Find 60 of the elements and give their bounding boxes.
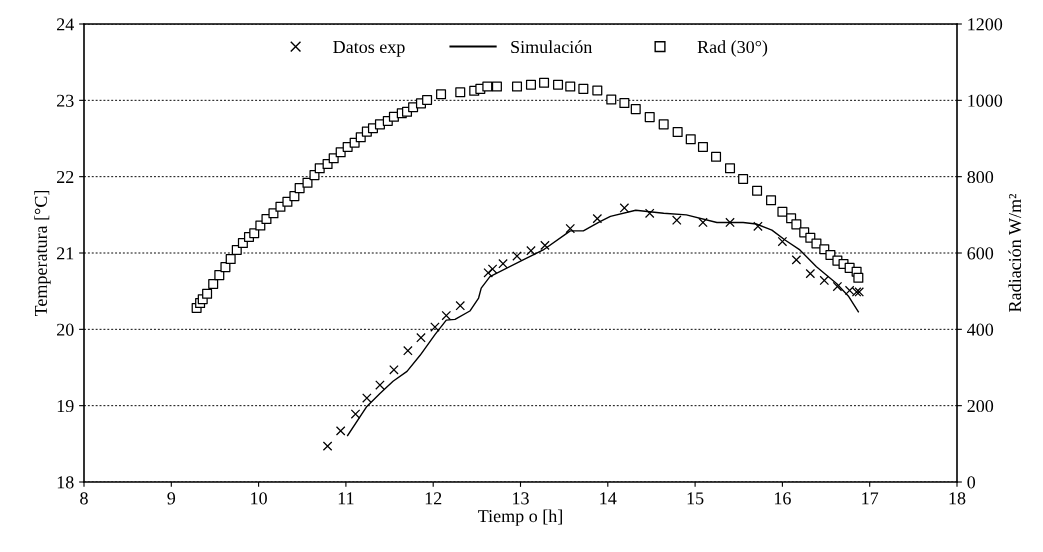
point [498,258,508,269]
y-tick-label: 22 [57,170,74,183]
point [791,255,802,265]
y2-tick-label: 1000 [968,94,1003,107]
legend-label: Simulación [511,40,593,54]
y2-tick-label: 800 [967,170,994,184]
point [671,215,682,225]
x-tick-label: 18 [949,492,966,505]
y2-tick-label: 0 [967,476,976,489]
y2-tick-label: 400 [967,323,994,336]
point [483,268,493,278]
y2-axis-title: Radiación W/m² [1008,193,1022,312]
point [805,268,816,279]
point [540,240,550,251]
y2-tick-label: 600 [967,247,994,260]
point [455,300,466,311]
y2-tick-label: 1200 [968,18,1003,31]
y-tick-label: 23 [57,94,74,107]
point [403,345,413,356]
x-tick-label: 10 [251,492,267,505]
point [350,409,361,419]
x-tick-label: 14 [600,492,617,505]
point [430,322,440,332]
point [725,217,735,228]
point [441,310,452,321]
y-tick-label: 24 [57,18,74,31]
y-tick-label: 20 [57,323,74,336]
y-tick-label: 19 [57,399,74,413]
point [512,251,522,261]
x-tick-label: 13 [513,492,529,505]
x-tick-label: 12 [425,492,442,505]
legend-label: Rad (30°) [697,40,768,57]
point [619,203,630,213]
point [487,264,498,274]
y-tick-label: 21 [57,247,74,260]
point [832,281,843,292]
point [526,245,536,256]
y-axis-title: Temperatura [°C] [34,190,51,317]
x-tick-label: 8 [80,492,88,505]
x-tick-label: 9 [167,492,176,505]
point [819,275,830,286]
x-tick-label: 15 [687,492,704,505]
point [362,393,372,403]
legend-label: Datos exp [333,41,405,57]
point [777,236,788,247]
x-tick-label: 16 [774,492,791,505]
point [416,332,426,343]
y-tick-label: 18 [57,476,74,489]
point [389,364,399,375]
x-axis-title: Tiemp o [h] [478,509,562,526]
point [592,213,603,224]
point [375,380,385,390]
point [698,217,708,228]
x-tick-label: 11 [338,492,354,505]
x-tick-label: 17 [862,492,879,505]
point [644,208,655,219]
y2-tick-label: 200 [967,399,994,413]
point [565,223,576,234]
point [753,221,763,232]
point [322,441,333,451]
